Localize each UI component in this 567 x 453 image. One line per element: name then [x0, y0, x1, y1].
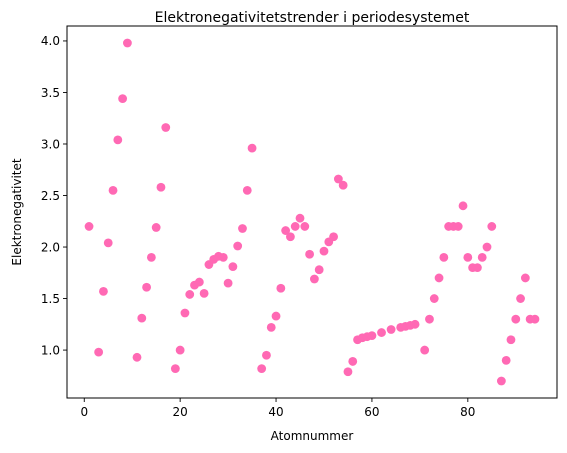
data-point — [410, 319, 420, 329]
data-point — [305, 249, 314, 259]
data-point — [146, 252, 156, 262]
data-point — [477, 252, 487, 262]
data-point — [377, 328, 386, 337]
data-point — [137, 313, 147, 323]
data-point — [223, 278, 233, 288]
data-point — [257, 364, 267, 374]
data-point — [84, 222, 94, 231]
x-tick-label: 20 — [173, 405, 188, 419]
data-point — [276, 283, 286, 293]
data-point — [113, 135, 123, 145]
data-point — [482, 242, 492, 252]
data-point — [333, 174, 343, 184]
data-point — [180, 308, 190, 318]
y-tick-label: 1.5 — [41, 292, 60, 306]
data-point — [300, 222, 310, 231]
data-point — [185, 290, 195, 299]
data-point — [132, 352, 142, 362]
y-tick-label: 2.0 — [41, 240, 60, 254]
x-axis-ticks: 0 20 40 60 80 — [80, 398, 475, 419]
data-point — [242, 185, 252, 195]
y-tick-label: 3.0 — [41, 137, 60, 151]
data-point — [118, 94, 128, 104]
x-tick-label: 40 — [268, 405, 283, 419]
data-point — [175, 345, 185, 355]
data-point — [161, 123, 171, 132]
data-point — [247, 143, 257, 153]
y-tick-label: 1.0 — [41, 343, 60, 357]
data-point — [233, 241, 243, 251]
data-point — [266, 323, 276, 332]
data-point — [386, 325, 396, 334]
data-point — [511, 314, 521, 324]
data-point — [496, 376, 506, 386]
data-point — [314, 265, 324, 275]
y-tick-label: 2.5 — [41, 189, 60, 203]
x-tick-label: 0 — [80, 405, 88, 419]
data-point — [367, 331, 377, 341]
data-point — [310, 274, 319, 284]
data-point — [506, 335, 516, 345]
data-point — [262, 350, 271, 360]
data-point — [434, 273, 444, 283]
data-point — [458, 201, 468, 211]
data-point — [103, 238, 113, 248]
data-point — [108, 185, 118, 195]
data-point — [218, 252, 228, 262]
data-point — [520, 273, 530, 283]
data-point — [439, 252, 449, 262]
x-axis-title: Atomnummer — [271, 429, 354, 443]
data-point — [463, 252, 473, 262]
data-point — [281, 226, 291, 235]
data-point — [329, 232, 338, 242]
data-point — [199, 289, 209, 298]
data-point — [343, 367, 353, 377]
data-point — [94, 347, 104, 357]
data-point — [487, 222, 497, 231]
data-point — [228, 262, 238, 272]
data-point — [290, 222, 300, 231]
data-point — [99, 286, 108, 296]
y-tick-label: 3.5 — [41, 86, 60, 100]
y-tick-label: 4.0 — [41, 34, 60, 48]
data-point — [123, 38, 132, 48]
data-point — [286, 232, 295, 242]
x-tick-label: 60 — [364, 405, 379, 419]
data-point — [501, 355, 511, 365]
data-point — [170, 364, 180, 374]
data-point — [530, 314, 540, 324]
data-point — [194, 277, 204, 287]
data-point — [271, 311, 281, 321]
data-point — [319, 246, 329, 256]
data-point — [453, 222, 463, 231]
data-point — [338, 180, 348, 190]
y-axis-title: Elektronegativitet — [10, 158, 24, 265]
data-point — [473, 263, 482, 273]
data-point — [142, 282, 151, 292]
plot-frame — [66, 25, 558, 399]
data-point — [156, 182, 166, 192]
chart-title: Elektronegativitetstrender i periodesyst… — [155, 10, 470, 26]
y-axis-ticks: 1.0 1.5 2.0 2.5 3.0 3.5 4.0 — [41, 34, 67, 357]
data-point — [238, 224, 247, 233]
data-point — [429, 294, 439, 303]
data-point — [151, 223, 161, 232]
data-point — [348, 357, 358, 366]
data-points — [84, 38, 540, 386]
data-point — [295, 213, 305, 223]
data-point — [420, 345, 430, 355]
x-tick-label: 80 — [460, 405, 475, 419]
data-point — [516, 294, 525, 303]
data-point — [425, 314, 434, 324]
